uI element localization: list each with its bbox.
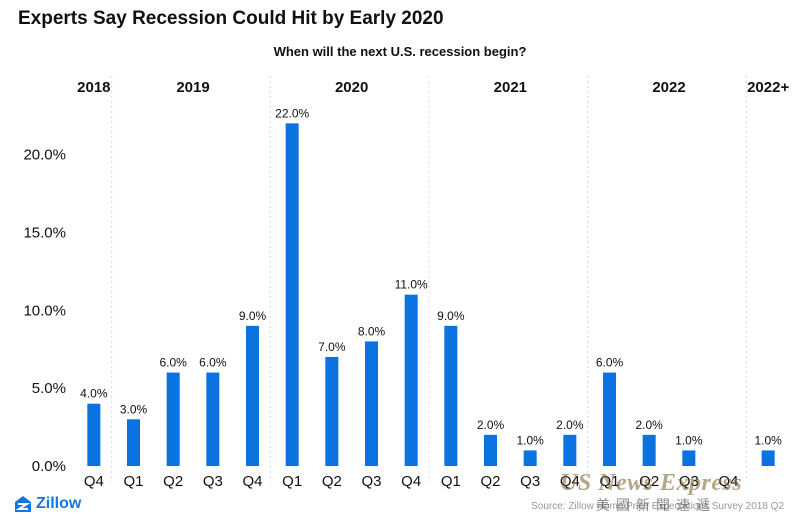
x-tick-label: Q1: [282, 473, 302, 490]
x-tick-label: Q4: [718, 473, 738, 490]
data-label: 3.0%: [120, 402, 148, 416]
x-tick-label: Q4: [401, 473, 421, 490]
x-tick-label: Q2: [639, 473, 659, 490]
chart-title: Experts Say Recession Could Hit by Early…: [18, 8, 444, 29]
x-tick-label: Q1: [123, 473, 143, 490]
zillow-logo: Zillow: [14, 495, 81, 513]
bar: [166, 372, 180, 466]
data-label: 2.0%: [635, 418, 663, 432]
data-label: 22.0%: [275, 106, 309, 120]
year-label: 2019: [176, 79, 209, 96]
x-tick-label: Q4: [242, 473, 262, 490]
bar: [484, 434, 497, 466]
bar: [444, 325, 458, 466]
data-label: 2.0%: [477, 418, 505, 432]
data-label: 4.0%: [80, 387, 108, 401]
x-tick-label: Q3: [203, 473, 223, 490]
source-note: Source: Zillow Home Price Expectations S…: [531, 501, 784, 512]
bar: [682, 450, 696, 466]
x-tick-label: Q3: [679, 473, 699, 490]
data-label: 11.0%: [395, 278, 428, 292]
data-label: 8.0%: [358, 324, 386, 338]
bar: [127, 419, 140, 466]
x-tick-label: Q4: [84, 473, 104, 490]
data-label: 2.0%: [556, 418, 584, 432]
bar: [761, 450, 775, 466]
x-tick-label: Q2: [163, 473, 183, 490]
data-label: 7.0%: [318, 340, 346, 354]
bar: [325, 356, 339, 466]
x-tick-label: Q1: [599, 473, 619, 490]
year-label: 2022+: [747, 79, 789, 96]
chart-subtitle: When will the next U.S. recession begin?: [273, 44, 527, 59]
data-label: 6.0%: [159, 356, 187, 370]
data-label: 9.0%: [437, 309, 465, 323]
data-label: 9.0%: [239, 309, 267, 323]
data-label: 1.0%: [675, 433, 703, 447]
y-tick-label: 20.0%: [23, 147, 66, 164]
x-tick-label: Q2: [322, 473, 342, 490]
bar: [365, 341, 378, 466]
bar: [285, 123, 299, 467]
data-label: 1.0%: [754, 433, 782, 447]
x-tick-label: Q2: [480, 473, 500, 490]
watermark-line-1: US News Express: [560, 470, 743, 496]
bar: [563, 434, 577, 466]
year-label: 2020: [335, 79, 368, 96]
year-label: 2021: [494, 79, 527, 96]
watermark-line-2: 美國新聞速遞: [596, 498, 716, 514]
x-tick-label: Q1: [441, 473, 461, 490]
year-label: 2022: [652, 79, 685, 96]
watermark: US News Express 美國新聞速遞: [560, 470, 792, 515]
y-tick-label: 5.0%: [32, 380, 66, 397]
bar: [642, 434, 656, 466]
y-tick-label: 10.0%: [23, 302, 66, 319]
bar: [603, 372, 616, 466]
data-label: 1.0%: [516, 433, 544, 447]
bar: [523, 450, 537, 466]
y-tick-label: 15.0%: [23, 224, 66, 241]
data-label: 6.0%: [596, 356, 624, 370]
bar: [206, 372, 220, 466]
y-tick-label: 0.0%: [32, 458, 66, 475]
data-label: 6.0%: [199, 356, 227, 370]
bar: [404, 294, 418, 466]
bar: [246, 325, 259, 466]
x-tick-label: Q3: [361, 473, 381, 490]
year-label: 2018: [77, 79, 110, 96]
x-tick-label: Q4: [560, 473, 580, 490]
bar: [87, 403, 101, 466]
zillow-logo-text: Zillow: [36, 495, 82, 512]
zillow-logo-icon: [15, 496, 31, 512]
x-tick-label: Q3: [520, 473, 540, 490]
